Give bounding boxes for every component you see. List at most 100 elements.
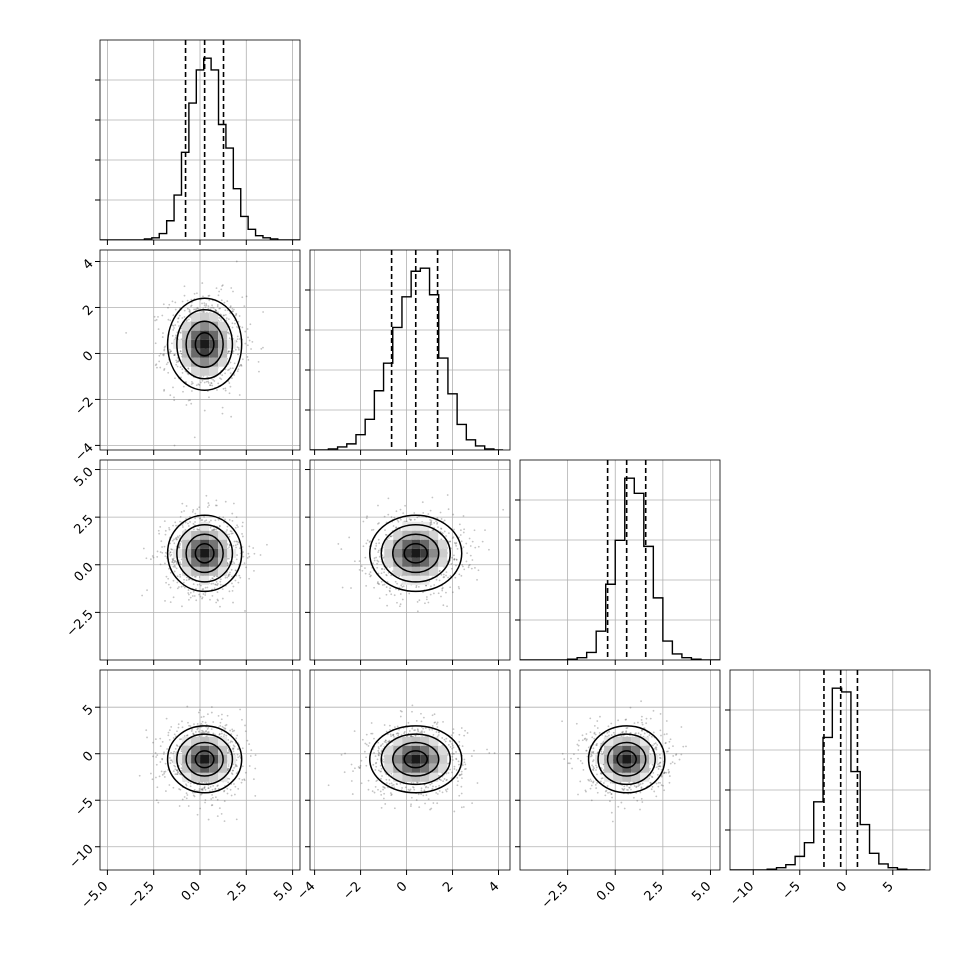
scatter-point xyxy=(211,577,214,580)
scatter-point xyxy=(465,542,468,545)
scatter-point xyxy=(374,755,377,758)
scatter-point xyxy=(218,290,221,293)
density-cell xyxy=(200,366,210,376)
scatter-point xyxy=(212,307,215,309)
density-cell xyxy=(218,557,228,567)
scatter-point xyxy=(186,705,189,708)
scatter-point xyxy=(197,383,200,386)
scatter-point xyxy=(164,529,167,532)
scatter-point xyxy=(216,815,219,818)
scatter-point xyxy=(385,782,388,784)
density-cell xyxy=(384,754,394,764)
scatter-point xyxy=(445,779,448,782)
scatter-point xyxy=(207,305,210,308)
scatter-point xyxy=(372,562,374,565)
scatter-point xyxy=(455,558,458,561)
scatter-point xyxy=(201,597,203,600)
scatter-point xyxy=(425,794,428,797)
scatter-point xyxy=(233,793,236,796)
scatter-point xyxy=(191,595,194,597)
scatter-point xyxy=(220,718,223,721)
scatter-point xyxy=(210,582,213,585)
density-cell xyxy=(429,754,439,764)
scatter-point xyxy=(376,779,379,782)
scatter-point xyxy=(201,788,203,791)
scatter-point xyxy=(187,367,190,370)
histogram-panel-2 xyxy=(515,459,721,665)
density-cell xyxy=(209,772,219,782)
scatter-point xyxy=(235,772,238,775)
scatter-point xyxy=(358,767,361,769)
scatter-point xyxy=(373,557,376,560)
scatter-point xyxy=(217,311,219,314)
scatter-point xyxy=(205,735,208,738)
scatter-point xyxy=(451,753,454,755)
scatter-point xyxy=(227,781,229,784)
scatter-point xyxy=(433,584,436,586)
scatter-point xyxy=(244,730,247,733)
scatter-point xyxy=(466,552,469,555)
scatter-point xyxy=(228,778,231,780)
scatter-point xyxy=(235,313,238,316)
scatter-point xyxy=(449,575,452,577)
scatter-point xyxy=(239,364,242,367)
density-cell xyxy=(218,330,228,340)
density-cell xyxy=(191,557,201,567)
scatter-point xyxy=(192,733,195,736)
scatter-point xyxy=(170,553,173,556)
scatter-point xyxy=(210,706,213,708)
scatter-point xyxy=(659,757,662,759)
scatter-point xyxy=(187,598,190,601)
density-cell xyxy=(393,557,403,567)
density-cell xyxy=(209,366,219,376)
scatter-point xyxy=(241,525,244,528)
scatter-point xyxy=(202,307,205,310)
histogram-panel-1 xyxy=(305,249,511,455)
scatter-point xyxy=(440,779,442,782)
scatter-point xyxy=(367,779,370,782)
scatter-point xyxy=(215,583,217,586)
scatter-point xyxy=(224,313,227,316)
scatter-point xyxy=(422,511,425,514)
scatter-point xyxy=(439,511,442,514)
scatter-point xyxy=(125,331,128,334)
scatter-point xyxy=(453,810,456,813)
scatter-point xyxy=(159,737,162,740)
scatter-point xyxy=(374,547,376,550)
scatter-point xyxy=(641,729,643,732)
scatter-point xyxy=(232,310,234,313)
scatter-point xyxy=(649,753,652,756)
density-cell xyxy=(200,321,210,331)
scatter-point xyxy=(365,764,368,767)
scatter-point xyxy=(193,788,196,791)
scatter-point xyxy=(395,510,398,513)
density-cell xyxy=(182,557,192,567)
scatter-point xyxy=(221,713,223,716)
density-cell xyxy=(173,548,183,558)
y-tick-label: 0.0 xyxy=(71,560,96,585)
scatter-point xyxy=(432,802,435,804)
scatter-point xyxy=(416,728,419,731)
panel-frame xyxy=(309,459,511,661)
scatter-point xyxy=(203,787,206,789)
scatter-point xyxy=(183,796,186,798)
scatter-point xyxy=(233,308,235,311)
scatter-point xyxy=(453,542,456,544)
scatter-point xyxy=(249,323,252,326)
scatter-point xyxy=(392,733,395,736)
density-cell xyxy=(411,772,421,782)
scatter-point xyxy=(454,542,457,545)
scatter-point xyxy=(211,529,213,532)
scatter-point xyxy=(195,308,198,310)
scatter-point xyxy=(389,535,392,538)
scatter-point xyxy=(393,516,396,519)
scatter-point xyxy=(424,727,427,729)
histogram-panel-0 xyxy=(95,39,301,245)
scatter-point xyxy=(232,601,234,604)
scatter-point xyxy=(183,294,186,297)
scatter-point xyxy=(237,581,240,584)
scatter-point xyxy=(465,560,468,563)
scatter-point xyxy=(254,754,257,757)
scatter-point xyxy=(167,318,170,321)
scatter-point xyxy=(199,807,202,810)
